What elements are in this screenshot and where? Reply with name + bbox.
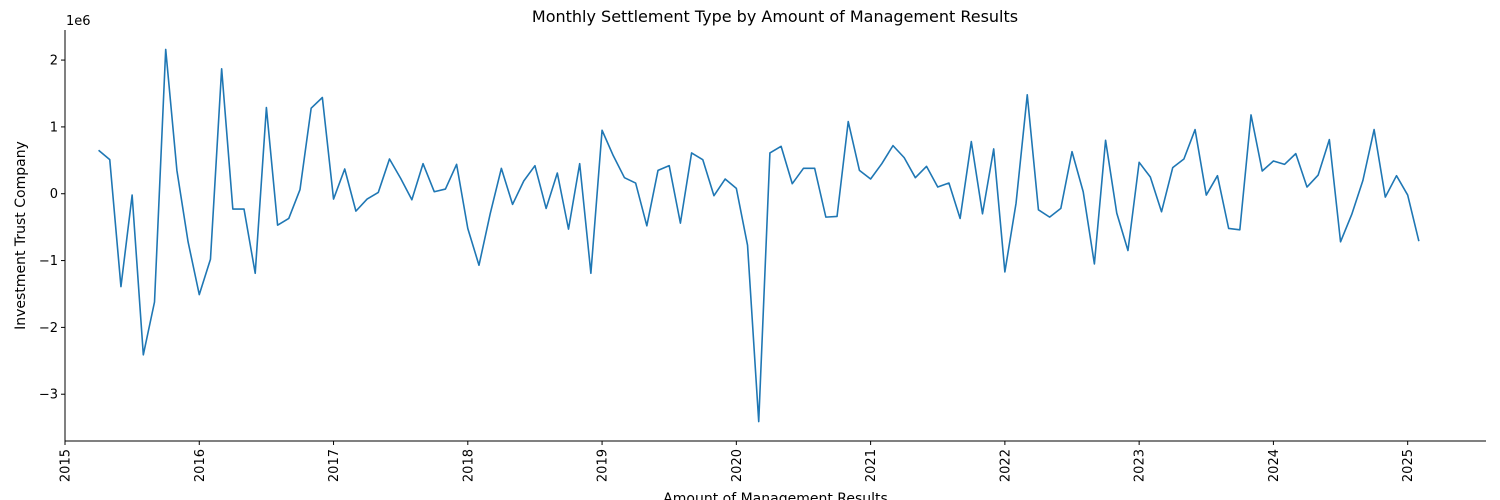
y-tick-label: 2 [50, 54, 58, 69]
x-tick-label: 2024 [1267, 449, 1282, 482]
x-tick-label: 2019 [596, 449, 611, 482]
x-tick-label: 2016 [193, 449, 208, 482]
y-tick-label: 1 [50, 120, 58, 135]
x-tick-label: 2021 [864, 449, 879, 482]
x-tick-label: 2018 [461, 449, 476, 482]
x-tick-label: 2023 [1133, 449, 1148, 482]
series-line [98, 48, 1420, 423]
x-tick-label: 2022 [998, 449, 1013, 482]
x-axis-title: Amount of Management Results [663, 491, 888, 500]
y-tick-label: 0 [50, 187, 58, 202]
y-axis-ticks: −3 −2 −1 0 1 2 [39, 54, 65, 403]
chart-title: Monthly Settlement Type by Amount of Man… [532, 7, 1018, 26]
y-axis-title: Investment Trust Company [13, 141, 29, 330]
x-tick-label: 2017 [327, 449, 342, 482]
x-tick-label: 2020 [730, 449, 745, 482]
x-tick-label: 2025 [1401, 449, 1416, 482]
x-axis-ticks: 2015 2016 2017 2018 2019 2020 2021 2022 2023 2024… [59, 441, 1416, 482]
x-tick-label: 2015 [59, 449, 74, 482]
y-tick-label: −1 [39, 254, 58, 269]
y-tick-label: −3 [39, 388, 58, 403]
plot-area [98, 48, 1420, 423]
y-tick-label: −2 [39, 321, 58, 336]
y-axis-offset-label: 1e6 [66, 14, 91, 29]
